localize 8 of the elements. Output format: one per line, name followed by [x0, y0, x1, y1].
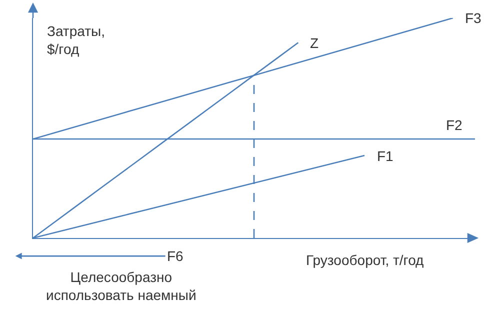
series-label: F3	[465, 10, 482, 26]
text: F6	[167, 248, 184, 264]
series-label: Z	[310, 35, 319, 51]
series-label: F2	[446, 117, 463, 133]
y-axis-title: Затраты, $/год	[47, 23, 105, 58]
x-axis-title: Грузооборот, т/год	[306, 252, 424, 268]
series-label: F1	[377, 148, 394, 164]
text: Целесообразно использовать наемный	[46, 269, 196, 304]
